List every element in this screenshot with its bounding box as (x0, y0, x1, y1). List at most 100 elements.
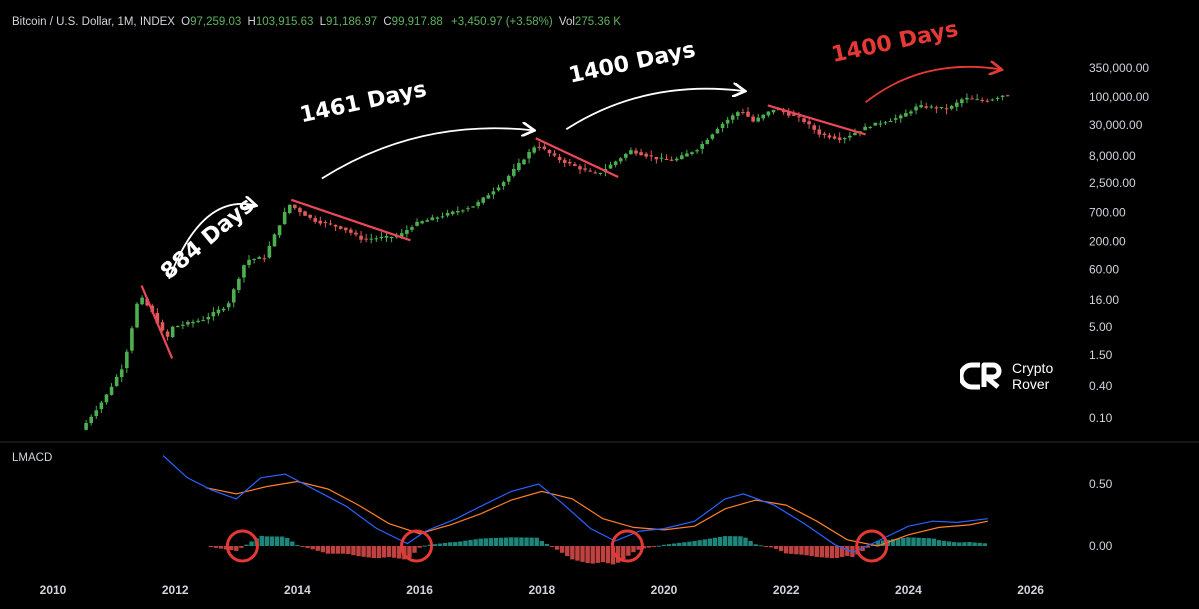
year-tick-label: 2010 (40, 583, 67, 597)
candle-body (608, 164, 613, 169)
candle-body (216, 309, 221, 314)
price-tick-label: 16.00 (1089, 293, 1119, 307)
crossover-highlight-circle (225, 529, 259, 563)
lmacd-histogram-bar (371, 546, 376, 559)
lmacd-histogram-bar (208, 546, 214, 547)
lmacd-histogram-bar (692, 541, 697, 546)
lmacd-histogram-bar (585, 546, 590, 564)
candle-body (481, 197, 486, 203)
lmacd-histogram-bar (906, 537, 911, 546)
candle-body (491, 191, 496, 195)
candle-body (644, 153, 648, 157)
cycle-days-annotation: 1400 Days (567, 37, 698, 88)
candle-body (736, 112, 740, 116)
lmacd-histogram-bar (447, 542, 453, 546)
candle-body (293, 204, 297, 209)
candle-body (863, 126, 867, 131)
downtrend-line (290, 198, 411, 242)
lmacd-histogram-bar (559, 546, 565, 553)
candle-body (379, 236, 384, 239)
candle-body (99, 402, 104, 410)
year-tick-label: 2022 (773, 583, 800, 597)
candle-body (909, 111, 913, 114)
lmacd-histogram-bar (381, 546, 387, 558)
lmacd-histogram-bar (498, 537, 504, 546)
candle-body (960, 99, 964, 104)
lmacd-histogram-bar (834, 546, 840, 558)
open-key: O (181, 16, 191, 28)
lmacd-histogram-bar (417, 546, 422, 548)
candle-body (552, 153, 557, 156)
candle-body (741, 112, 745, 114)
candle-body (649, 155, 654, 157)
lmacd-histogram-bar (229, 546, 234, 551)
lmacd-indicator-label[interactable]: LMACD (12, 452, 53, 464)
candle-body (125, 351, 129, 369)
candle-body (695, 150, 699, 152)
lmacd-histogram-bar (386, 546, 392, 557)
candle-body (975, 99, 979, 101)
lmacd-macd-line (162, 455, 988, 553)
lmacd-histogram-bar (325, 546, 331, 554)
lmacd-histogram-bar (356, 546, 361, 557)
candle-body (450, 211, 455, 215)
lmacd-signal-line (205, 480, 988, 547)
candle-body (715, 129, 720, 134)
candle-body (135, 303, 139, 328)
candle-body (730, 115, 735, 120)
lmacd-histogram-bar (346, 546, 351, 555)
price-tick-label: 1.50 (1089, 348, 1113, 362)
lmacd-histogram-bar (814, 546, 819, 557)
lmacd-histogram-bar (310, 546, 315, 550)
lmacd-histogram-bar (661, 544, 667, 546)
candle-body (237, 278, 241, 290)
lmacd-histogram-bar (748, 540, 753, 546)
candle-body (690, 152, 694, 154)
candle-body (562, 159, 567, 163)
lmacd-histogram-bar (682, 542, 687, 546)
candle-body (476, 202, 480, 206)
lmacd-histogram-bar (819, 546, 825, 558)
lmacd-histogram-bar (702, 539, 707, 546)
candle-body (517, 163, 521, 171)
candle-body (522, 159, 526, 165)
symbol-title: Bitcoin / U.S. Dollar, 1M, INDEX (12, 16, 175, 28)
candle-body (639, 152, 643, 156)
candle-body (282, 212, 287, 225)
candle-body (226, 303, 231, 308)
candle-body (145, 298, 149, 306)
candle-body (527, 151, 531, 159)
lmacd-histogram-bar (427, 544, 432, 546)
lmacd-histogram-bar (727, 536, 733, 546)
year-tick-label: 2020 (651, 583, 678, 597)
candle-body (364, 238, 368, 240)
lmacd-histogram-bar (600, 546, 606, 563)
candle-body (496, 187, 501, 191)
candle-body (542, 146, 547, 150)
lmacd-histogram-bar (300, 546, 305, 547)
year-tick-label: 2018 (528, 583, 555, 597)
candle-body (766, 111, 771, 116)
candle-body (664, 159, 669, 161)
price-tick-label: 5.00 (1089, 320, 1113, 334)
candle-body (883, 122, 888, 124)
candle-body (853, 132, 857, 136)
candle-body (471, 206, 475, 208)
lmacd-histogram-bar (213, 546, 219, 548)
candle-body (904, 113, 908, 117)
year-tick-label: 2012 (162, 583, 189, 597)
candle-body (618, 158, 623, 162)
candle-body (807, 121, 811, 125)
candle-body (792, 114, 796, 116)
candle-body (318, 220, 323, 224)
lmacd-histogram-bar (554, 546, 560, 550)
candle-body (211, 312, 216, 317)
lmacd-histogram-bar (279, 536, 285, 546)
open-value: 97,259.03 (190, 16, 242, 28)
candle-body (593, 172, 598, 174)
lmacd-histogram-bar (926, 538, 931, 546)
price-tick-label: 30,000.00 (1089, 118, 1143, 132)
candle-body (272, 234, 277, 247)
candle-body (430, 217, 435, 221)
